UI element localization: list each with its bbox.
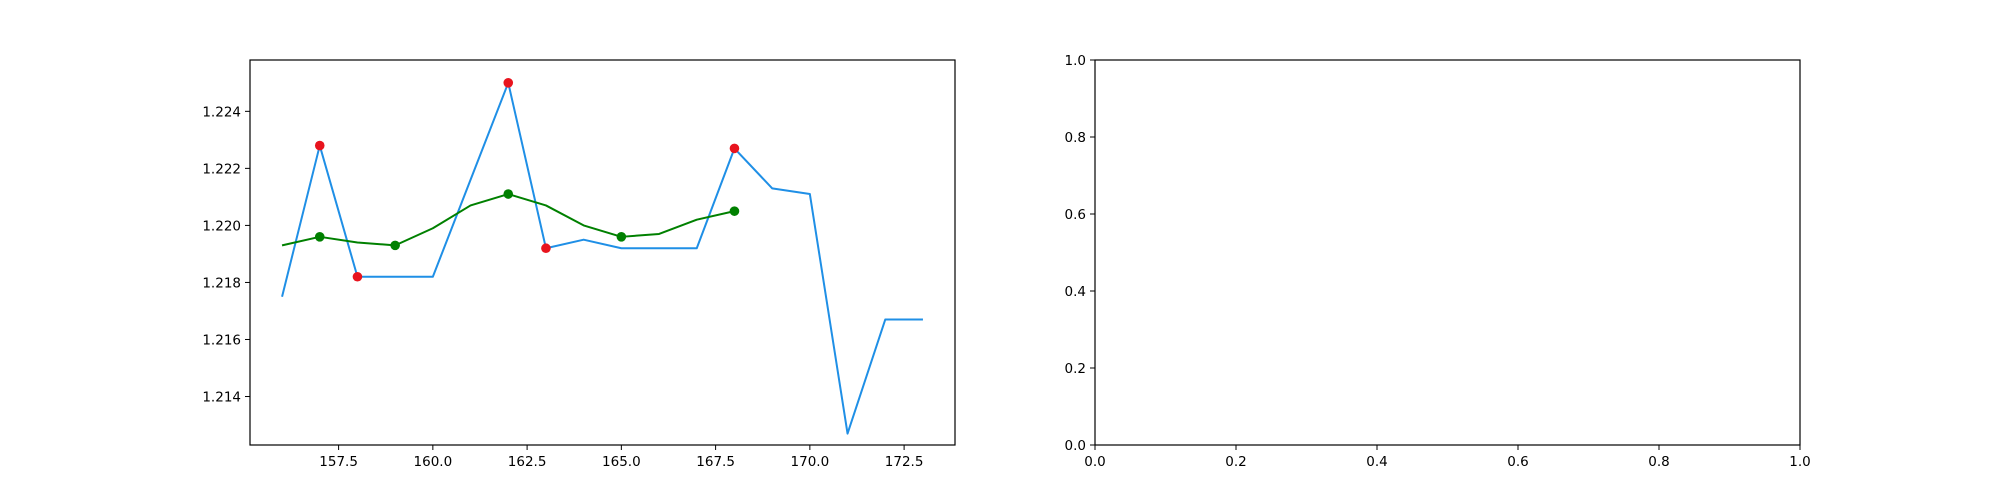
left-chart-x-tick-label: 165.0 [602, 454, 641, 470]
right-chart-x-tick-label: 0.0 [1084, 454, 1105, 470]
left-chart-series-3-point [503, 189, 514, 199]
right-chart-y-tick-label: 1.0 [1065, 53, 1086, 69]
right-chart-axes: 0.0 0.2 0.4 0.6 0.8 1.0 0.0 0.2 0.4 0.6 0.8 1.0 [1065, 53, 1811, 470]
left-chart-series-2-point [541, 243, 551, 254]
left-chart-series-3-point [390, 240, 400, 251]
left-chart-y-tick-label: 1.222 [202, 161, 241, 177]
right-chart-x-tick-label: 0.8 [1648, 454, 1669, 470]
left-chart-frame [249, 59, 956, 446]
left-chart-y-tick-label: 1.220 [202, 218, 241, 234]
left-chart-series-2-point [503, 78, 514, 88]
left-chart-x-ticks: 157.5 160.0 162.5 165.0 167.5 170.0 172.5 [319, 445, 923, 470]
right-chart-y-tick-label: 0.8 [1065, 130, 1086, 146]
left-chart-series-2-point [314, 140, 325, 151]
left-chart-series-1-line [281, 193, 735, 247]
right-chart-x-tick-label: 0.2 [1225, 454, 1246, 470]
right-chart-y-tick-label: 0.4 [1065, 284, 1086, 300]
left-chart-series-2-point [729, 143, 740, 154]
left-chart-x-tick-label: 172.5 [885, 454, 924, 470]
left-chart-x-tick-label: 157.5 [319, 454, 358, 470]
right-chart-frame [1094, 59, 1801, 446]
left-chart-series-0-line [281, 81, 923, 435]
right-chart-x-tick-label: 1.0 [1789, 454, 1810, 470]
left-chart-y-tick-label: 1.218 [202, 275, 241, 291]
left-chart-y-tick-label: 1.214 [202, 390, 241, 406]
left-chart-series-2-point [352, 271, 363, 282]
right-chart-x-tick-label: 0.6 [1507, 454, 1528, 470]
left-chart-y-tick-label: 1.216 [202, 332, 241, 348]
left-chart-x-tick-label: 162.5 [508, 454, 547, 470]
left-chart-x-tick-label: 170.0 [791, 454, 830, 470]
right-chart-x-ticks: 0.0 0.2 0.4 0.6 0.8 1.0 [1084, 445, 1811, 470]
left-chart-plot-area [281, 78, 923, 435]
right-chart-y-tick-label: 0.6 [1065, 207, 1086, 223]
left-chart-y-tick-label: 1.224 [202, 104, 241, 120]
right-chart-y-tick-label: 0.0 [1065, 438, 1086, 454]
left-chart-y-ticks: 1.214 1.216 1.218 1.220 1.222 1.224 [202, 104, 250, 406]
left-chart-series-3-point [729, 206, 740, 216]
left-chart-series-3-point [314, 232, 325, 242]
left-chart-series-3-point [616, 232, 627, 242]
left-chart-axes: 157.5 160.0 162.5 165.0 167.5 170.0 172.5 1.21… [202, 59, 956, 470]
right-chart-y-tick-label: 0.2 [1065, 361, 1086, 377]
left-chart-x-tick-label: 167.5 [696, 454, 735, 470]
right-chart-x-tick-label: 0.4 [1366, 454, 1387, 470]
left-chart-x-tick-label: 160.0 [414, 454, 453, 470]
right-chart-y-ticks: 0.0 0.2 0.4 0.6 0.8 1.0 [1065, 53, 1095, 454]
